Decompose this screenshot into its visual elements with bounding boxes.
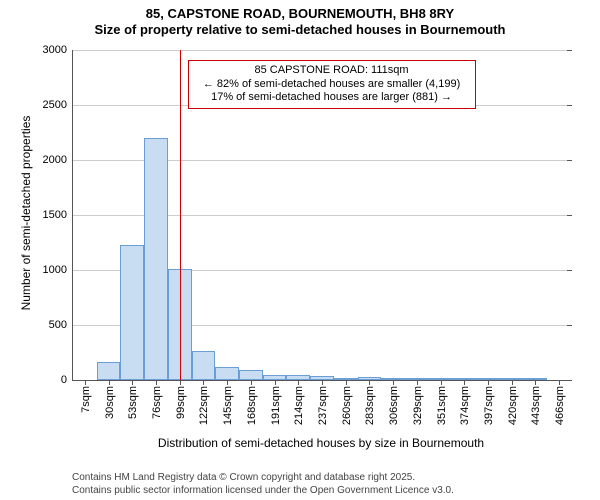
attribution-line: Contains public sector information licen… bbox=[72, 485, 454, 498]
xtick-mark bbox=[227, 380, 228, 385]
chart-container: 85, CAPSTONE ROAD, BOURNEMOUTH, BH8 8RYS… bbox=[0, 0, 600, 500]
xtick-mark bbox=[393, 380, 394, 385]
ytick-mark bbox=[567, 380, 572, 381]
xtick-label: 420sqm bbox=[505, 386, 519, 425]
ytick-label: 0 bbox=[61, 374, 73, 386]
xtick-label: 329sqm bbox=[410, 386, 424, 425]
histogram-bar bbox=[120, 245, 144, 380]
xtick-mark bbox=[156, 380, 157, 385]
xtick-label: 283sqm bbox=[362, 386, 376, 425]
xtick-label: 466sqm bbox=[552, 386, 566, 425]
ytick-label: 3000 bbox=[43, 44, 73, 56]
xtick-mark bbox=[251, 380, 252, 385]
xtick-label: 191sqm bbox=[268, 386, 282, 425]
xtick-mark bbox=[180, 380, 181, 385]
x-axis-label: Distribution of semi-detached houses by … bbox=[72, 436, 570, 450]
xtick-label: 443sqm bbox=[528, 386, 542, 425]
xtick-label: 214sqm bbox=[291, 386, 305, 425]
gridline bbox=[73, 50, 571, 51]
ytick-mark bbox=[567, 160, 572, 161]
histogram-bar bbox=[239, 370, 263, 380]
annotation-line: ← 82% of semi-detached houses are smalle… bbox=[195, 78, 469, 92]
ytick-label: 2000 bbox=[43, 154, 73, 166]
xtick-label: 76sqm bbox=[149, 386, 163, 419]
xtick-label: 7sqm bbox=[78, 386, 92, 413]
xtick-mark bbox=[417, 380, 418, 385]
histogram-bar bbox=[192, 351, 216, 380]
xtick-label: 53sqm bbox=[125, 386, 139, 419]
xtick-mark bbox=[85, 380, 86, 385]
xtick-mark bbox=[275, 380, 276, 385]
xtick-mark bbox=[109, 380, 110, 385]
ytick-label: 1500 bbox=[43, 209, 73, 221]
xtick-label: 122sqm bbox=[196, 386, 210, 425]
xtick-mark bbox=[346, 380, 347, 385]
attribution-text: Contains HM Land Registry data © Crown c… bbox=[72, 472, 454, 497]
xtick-mark bbox=[559, 380, 560, 385]
histogram-bar bbox=[144, 138, 168, 380]
xtick-label: 145sqm bbox=[220, 386, 234, 425]
ytick-mark bbox=[567, 215, 572, 216]
xtick-mark bbox=[203, 380, 204, 385]
xtick-label: 168sqm bbox=[244, 386, 258, 425]
reference-line bbox=[180, 50, 181, 380]
ytick-label: 500 bbox=[49, 319, 73, 331]
xtick-label: 260sqm bbox=[339, 386, 353, 425]
ytick-mark bbox=[567, 325, 572, 326]
xtick-label: 237sqm bbox=[315, 386, 329, 425]
xtick-mark bbox=[512, 380, 513, 385]
ytick-mark bbox=[567, 105, 572, 106]
xtick-label: 374sqm bbox=[457, 386, 471, 425]
annotation-box: 85 CAPSTONE ROAD: 111sqm← 82% of semi-de… bbox=[188, 60, 476, 109]
title-line1: 85, CAPSTONE ROAD, BOURNEMOUTH, BH8 8RY bbox=[0, 6, 600, 22]
xtick-mark bbox=[535, 380, 536, 385]
histogram-bar bbox=[97, 362, 121, 380]
xtick-mark bbox=[464, 380, 465, 385]
xtick-label: 397sqm bbox=[481, 386, 495, 425]
histogram-bar bbox=[215, 367, 239, 380]
xtick-mark bbox=[132, 380, 133, 385]
annotation-line: 85 CAPSTONE ROAD: 111sqm bbox=[195, 64, 469, 78]
ytick-mark bbox=[567, 270, 572, 271]
annotation-line: 17% of semi-detached houses are larger (… bbox=[195, 91, 469, 105]
xtick-mark bbox=[441, 380, 442, 385]
plot-area: 0500100015002000250030007sqm30sqm53sqm76… bbox=[72, 50, 571, 381]
xtick-label: 30sqm bbox=[102, 386, 116, 419]
y-axis-label: Number of semi-detached properties bbox=[19, 83, 33, 343]
ytick-label: 1000 bbox=[43, 264, 73, 276]
xtick-mark bbox=[369, 380, 370, 385]
xtick-label: 306sqm bbox=[386, 386, 400, 425]
chart-title: 85, CAPSTONE ROAD, BOURNEMOUTH, BH8 8RYS… bbox=[0, 0, 600, 39]
xtick-mark bbox=[298, 380, 299, 385]
ytick-label: 2500 bbox=[43, 99, 73, 111]
xtick-label: 99sqm bbox=[173, 386, 187, 419]
xtick-mark bbox=[488, 380, 489, 385]
xtick-label: 351sqm bbox=[434, 386, 448, 425]
attribution-line: Contains HM Land Registry data © Crown c… bbox=[72, 472, 454, 485]
ytick-mark bbox=[567, 50, 572, 51]
xtick-mark bbox=[322, 380, 323, 385]
title-line2: Size of property relative to semi-detach… bbox=[0, 22, 600, 38]
